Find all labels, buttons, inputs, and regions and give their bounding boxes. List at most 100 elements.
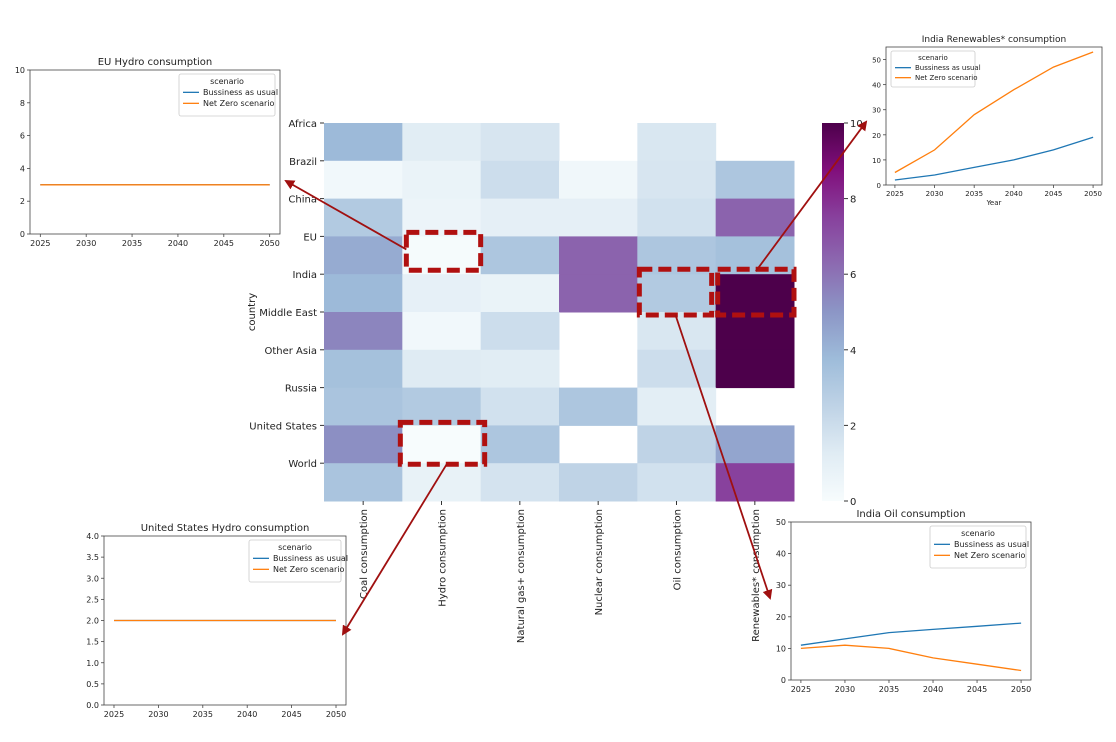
eu-hydro-y-tick-label: 10 <box>15 66 25 75</box>
eu-hydro-title: EU Hydro consumption <box>98 57 213 68</box>
heatmap-cell-united-states-renewables-consumption <box>715 425 795 464</box>
heatmap-cell-united-states-natural-gas-consumption <box>480 425 560 464</box>
india-renewables-legend-label: Bussiness as usual <box>915 64 981 72</box>
india-oil-legend-box <box>929 525 1027 569</box>
eu-hydro-chart: EU Hydro consumption 0 2 4 6 8 10 2025 2030 2035 2… <box>15 57 281 248</box>
india-oil-series-net-zero-scenario <box>800 644 1022 672</box>
india-renewables-series-net-zero-scenario <box>894 51 1094 174</box>
us-hydro-x-tick-label: 2045 <box>281 710 301 719</box>
us-hydro-y-tick-label: 3.5 <box>86 553 99 562</box>
india-oil-x-tick-label: 2050 <box>1011 685 1031 694</box>
heatmap-cell-united-states-oil-consumption <box>637 425 717 464</box>
heatmap-row-label: EU <box>303 232 317 243</box>
india-renewables-y-tick-label: 0 <box>877 182 881 190</box>
us-hydro-x-tick-label: 2035 <box>193 710 213 719</box>
us-hydro-legend-box <box>248 539 342 583</box>
india-renewables-y-tick-label: 40 <box>872 82 881 90</box>
india-renewables-series-bussiness-as-usual <box>894 136 1094 181</box>
heatmap-row-label: World <box>288 459 317 470</box>
heatmap-chart: Africa Brazil China EU India Middle East Other… <box>247 119 795 643</box>
india-oil-y-tick-label: 20 <box>776 613 786 622</box>
heatmap-cell-russia-hydro-consumption <box>402 387 482 426</box>
colorbar-tick-label: 4 <box>850 346 856 357</box>
heatmap-cell-world-renewables-consumption <box>715 463 795 502</box>
india-oil-y-tick-label: 10 <box>776 644 786 653</box>
us-hydro-legend-title: scenario <box>278 543 312 552</box>
heatmap-cell-other-asia-natural-gas-consumption <box>480 349 560 389</box>
india-oil-legend-label: Bussiness as usual <box>954 540 1029 549</box>
heatmap-cell-africa-coal-consumption <box>324 123 403 162</box>
heatmap-cell-india-natural-gas-consumption <box>480 274 560 313</box>
eu-hydro-legend-box <box>178 73 276 117</box>
heatmap-cell-brazil-natural-gas-consumption <box>480 160 560 200</box>
heatmap-column-label: Hydro consumption <box>438 509 449 607</box>
us-hydro-x-tick-label: 2040 <box>237 710 257 719</box>
eu-hydro-y-tick-label: 8 <box>20 99 25 108</box>
india-oil-x-tick-label: 2040 <box>923 685 943 694</box>
heatmap-cell-china-renewables-consumption <box>715 198 795 237</box>
india-renewables-x-tick-label: 2030 <box>926 190 944 198</box>
india-renewables-legend-title: scenario <box>918 54 948 62</box>
us-hydro-legend-label: Bussiness as usual <box>273 554 348 563</box>
heatmap-cell-world-natural-gas-consumption <box>480 463 560 502</box>
us-hydro-title: United States Hydro consumption <box>141 523 310 534</box>
eu-hydro-x-tick-label: 2025 <box>30 239 50 248</box>
heatmap-cell-middle-east-renewables-consumption <box>715 312 795 351</box>
highlight-box-united-states-hydro-consumption <box>397 419 488 467</box>
colorbar-tick-label: 0 <box>850 497 856 508</box>
heatmap-cell-india-oil-consumption <box>637 274 717 313</box>
heatmap-cell-africa-hydro-consumption <box>402 123 482 162</box>
heatmap-cell-india-hydro-consumption <box>402 274 482 313</box>
heatmap-column-label: Nuclear consumption <box>594 509 605 615</box>
heatmap-cell-world-coal-consumption <box>324 463 403 502</box>
india-oil-legend-label: Net Zero scenario <box>954 551 1026 560</box>
india-oil-x-tick-label: 2030 <box>835 685 855 694</box>
india-renewables-x-axis-label: Year <box>986 199 1002 207</box>
highlight-box-india-renewables-consumption <box>715 266 797 318</box>
colorbar-tick-label: 6 <box>850 270 856 281</box>
india-renewables-x-tick-label: 2025 <box>886 190 904 198</box>
heatmap-row-label: Russia <box>285 384 317 395</box>
colorbar-tick-label: 10 <box>850 119 863 130</box>
us-hydro-y-tick-label: 2.5 <box>86 595 99 604</box>
india-renewables-y-tick-label: 20 <box>872 132 881 140</box>
heatmap-cell-world-oil-consumption <box>637 463 717 502</box>
eu-hydro-y-tick-label: 4 <box>20 164 25 173</box>
india-renewables-legend-label: Net Zero scenario <box>915 74 977 82</box>
india-oil-series-bussiness-as-usual <box>800 622 1022 646</box>
india-oil-y-tick-label: 40 <box>776 550 786 559</box>
heatmap-cell-world-nuclear-consumption <box>559 463 638 502</box>
heatmap-row-label: Africa <box>288 119 317 130</box>
arrow-eu-hydro <box>284 180 407 251</box>
india-oil-x-tick-label: 2045 <box>967 685 987 694</box>
india-renewables-x-tick-label: 2045 <box>1045 190 1063 198</box>
heatmap-cell-africa-oil-consumption <box>637 123 717 162</box>
eu-hydro-y-tick-label: 2 <box>20 197 25 206</box>
colorbar-tick-label: 2 <box>850 421 856 432</box>
colorbar-gradient <box>822 123 844 501</box>
india-oil-x-tick-label: 2035 <box>879 685 899 694</box>
highlight-annotations <box>284 120 868 636</box>
eu-hydro-legend-label: Bussiness as usual <box>203 88 278 97</box>
eu-hydro-y-tick-label: 6 <box>20 132 25 141</box>
heatmap-cell-russia-coal-consumption <box>324 387 403 426</box>
arrow-india-oil <box>674 314 773 600</box>
heatmap-cell-brazil-oil-consumption <box>637 160 717 200</box>
india-renewables-x-tick-label: 2050 <box>1084 190 1102 198</box>
heatmap-cell-russia-nuclear-consumption <box>559 387 638 426</box>
heatmap-cell-eu-nuclear-consumption <box>559 236 638 275</box>
heatmap-cell-middle-east-hydro-consumption <box>402 312 482 351</box>
heatmap-cell-africa-natural-gas-consumption <box>480 123 560 162</box>
heatmap-cell-brazil-hydro-consumption <box>402 160 482 200</box>
india-oil-legend: scenario Bussiness as usual Net Zero scena… <box>929 525 1029 569</box>
heatmap-cell-united-states-hydro-consumption <box>402 425 482 464</box>
heatmap-cell-other-asia-hydro-consumption <box>402 349 482 389</box>
inset-line-charts: EU Hydro consumption 0 2 4 6 8 10 2025 2030 2035 2… <box>15 35 1103 719</box>
us-hydro-x-tick-label: 2030 <box>148 710 168 719</box>
heatmap-cell-middle-east-coal-consumption <box>324 312 403 351</box>
india-renewables-title: India Renewables* consumption <box>922 35 1067 45</box>
heatmap-cell-india-nuclear-consumption <box>559 274 638 313</box>
us-hydro-chart: United States Hydro consumption 0.0 0.5 1.0… <box>86 523 348 719</box>
india-renewables-y-tick-label: 50 <box>872 57 881 65</box>
